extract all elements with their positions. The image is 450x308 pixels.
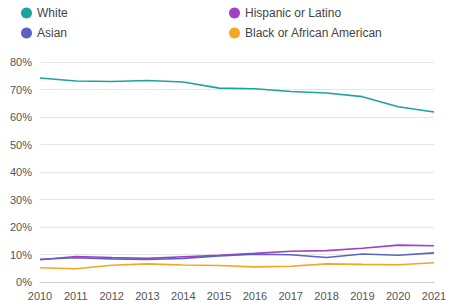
svg-text:60%: 60% xyxy=(10,111,32,123)
svg-text:2021: 2021 xyxy=(422,290,446,302)
svg-text:2010: 2010 xyxy=(28,290,52,302)
svg-text:Asian: Asian xyxy=(37,26,67,40)
svg-text:2017: 2017 xyxy=(278,290,302,302)
svg-text:0%: 0% xyxy=(16,276,32,288)
svg-text:Black or African American: Black or African American xyxy=(245,26,382,40)
svg-text:10%: 10% xyxy=(10,249,32,261)
svg-text:2012: 2012 xyxy=(99,290,123,302)
svg-text:Hispanic or Latino: Hispanic or Latino xyxy=(245,6,341,20)
svg-text:2020: 2020 xyxy=(386,290,410,302)
svg-text:30%: 30% xyxy=(10,194,32,206)
svg-text:2016: 2016 xyxy=(243,290,267,302)
svg-text:2015: 2015 xyxy=(207,290,231,302)
svg-text:2011: 2011 xyxy=(64,290,88,302)
svg-text:50%: 50% xyxy=(10,139,32,151)
svg-text:70%: 70% xyxy=(10,84,32,96)
svg-text:2014: 2014 xyxy=(171,290,195,302)
svg-text:2018: 2018 xyxy=(314,290,338,302)
svg-text:White: White xyxy=(37,6,68,20)
svg-text:2013: 2013 xyxy=(135,290,159,302)
svg-text:2019: 2019 xyxy=(350,290,374,302)
svg-text:20%: 20% xyxy=(10,221,32,233)
svg-text:80%: 80% xyxy=(10,56,32,68)
svg-text:40%: 40% xyxy=(10,166,32,178)
